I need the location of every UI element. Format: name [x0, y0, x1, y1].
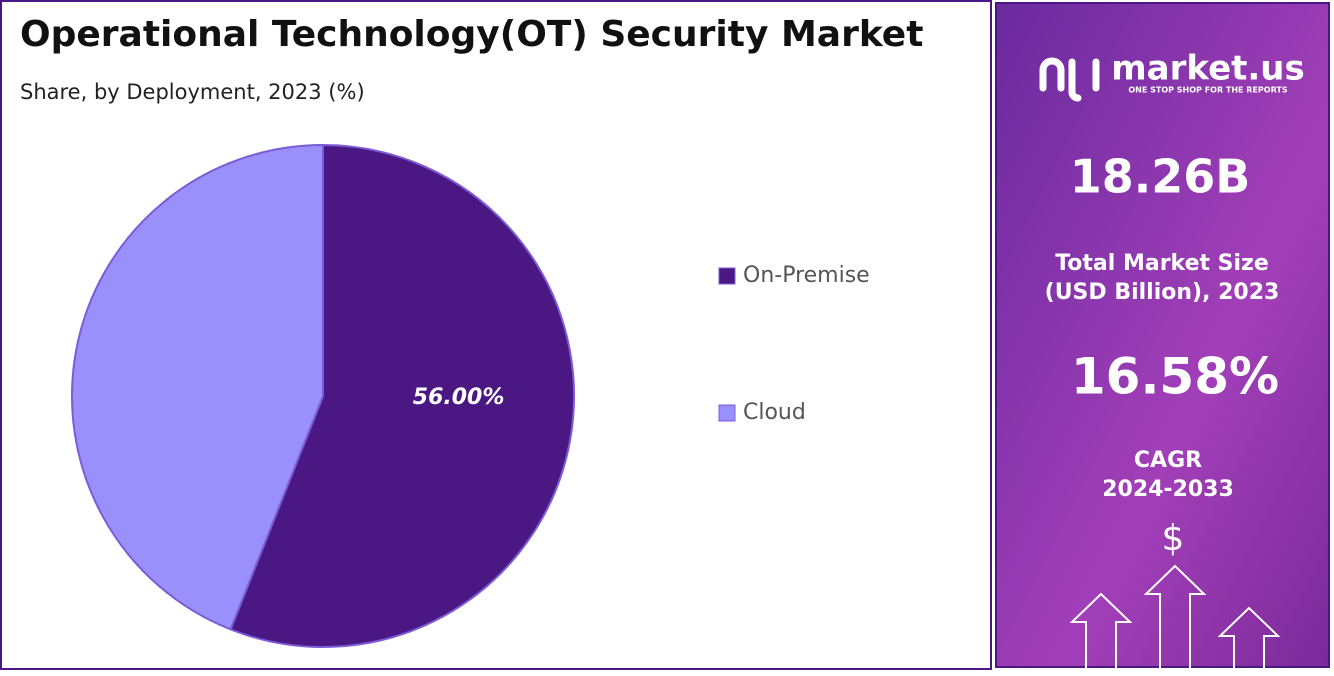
legend: On-Premise Cloud	[718, 263, 870, 425]
market-size-label: Total Market Size	[1055, 251, 1269, 276]
pie-slice	[229, 143, 575, 648]
legend-label: Cloud	[743, 400, 806, 425]
chart-subtitle: Share, by Deployment, 2023 (%)	[20, 80, 365, 104]
cagr-label: CAGR	[1134, 448, 1202, 473]
growth-arrows	[1069, 564, 1281, 668]
cagr-label: 2024-2033	[1102, 477, 1234, 502]
pie: 56.00%	[71, 143, 575, 648]
data-label: 56.00%	[413, 385, 505, 410]
currency-icon: $	[1162, 518, 1185, 559]
cagr-value: 16.58%	[1071, 348, 1279, 406]
brand-logo	[1039, 57, 1100, 102]
legend-swatch	[718, 267, 736, 285]
market-size: 18.26B	[1070, 150, 1251, 204]
pie-slice	[71, 143, 324, 631]
brand-name: market.us	[1111, 49, 1305, 89]
brand-tagline: ONE STOP SHOP FOR THE REPORTS	[1128, 86, 1287, 95]
legend-label: On-Premise	[743, 263, 870, 288]
chart-title: Operational Technology(OT) Security Mark…	[20, 14, 923, 55]
legend-swatch	[718, 404, 736, 422]
side-panel	[995, 2, 1330, 668]
market-size-label: (USD Billion), 2023	[1045, 280, 1280, 305]
